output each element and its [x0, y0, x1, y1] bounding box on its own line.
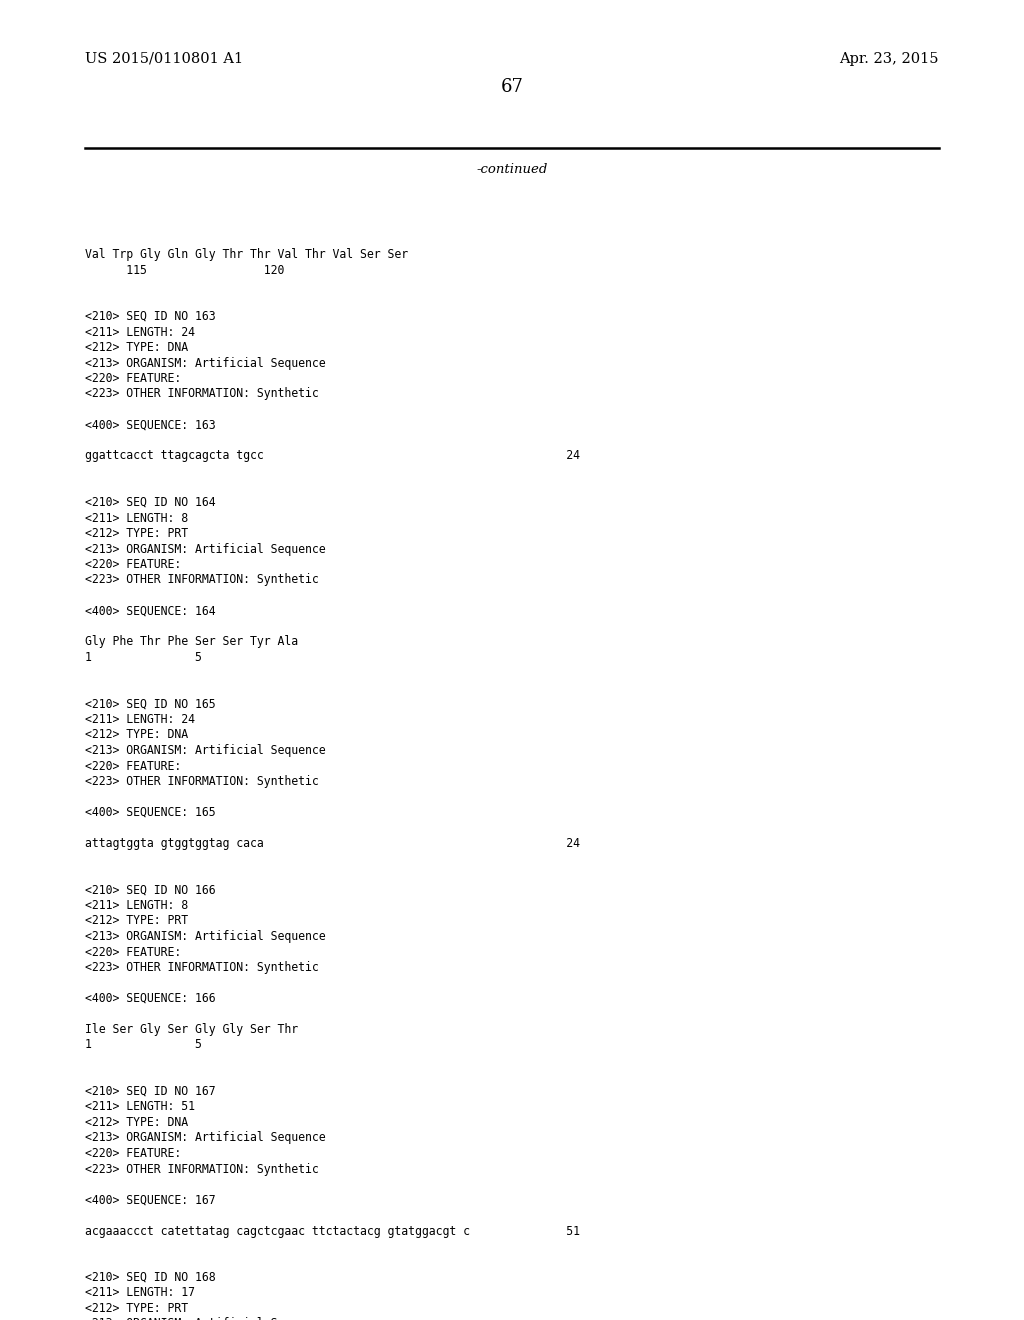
Text: Ile Ser Gly Ser Gly Gly Ser Thr: Ile Ser Gly Ser Gly Gly Ser Thr [85, 1023, 298, 1036]
Text: <210> SEQ ID NO 168: <210> SEQ ID NO 168 [85, 1271, 216, 1284]
Text: <210> SEQ ID NO 166: <210> SEQ ID NO 166 [85, 883, 216, 896]
Text: <213> ORGANISM: Artificial Sequence: <213> ORGANISM: Artificial Sequence [85, 356, 326, 370]
Text: <213> ORGANISM: Artificial Sequence: <213> ORGANISM: Artificial Sequence [85, 1131, 326, 1144]
Text: <212> TYPE: DNA: <212> TYPE: DNA [85, 341, 188, 354]
Text: <212> TYPE: PRT: <212> TYPE: PRT [85, 915, 188, 928]
Text: <220> FEATURE:: <220> FEATURE: [85, 558, 181, 572]
Text: <223> OTHER INFORMATION: Synthetic: <223> OTHER INFORMATION: Synthetic [85, 388, 318, 400]
Text: <400> SEQUENCE: 165: <400> SEQUENCE: 165 [85, 807, 216, 818]
Text: US 2015/0110801 A1: US 2015/0110801 A1 [85, 51, 243, 66]
Text: <400> SEQUENCE: 166: <400> SEQUENCE: 166 [85, 993, 216, 1005]
Text: <220> FEATURE:: <220> FEATURE: [85, 1147, 181, 1160]
Text: -continued: -continued [476, 162, 548, 176]
Text: <220> FEATURE:: <220> FEATURE: [85, 945, 181, 958]
Text: <211> LENGTH: 17: <211> LENGTH: 17 [85, 1287, 195, 1299]
Text: Gly Phe Thr Phe Ser Ser Tyr Ala: Gly Phe Thr Phe Ser Ser Tyr Ala [85, 635, 298, 648]
Text: <212> TYPE: PRT: <212> TYPE: PRT [85, 1302, 188, 1315]
Text: <210> SEQ ID NO 164: <210> SEQ ID NO 164 [85, 496, 216, 510]
Text: ggattcacct ttagcagcta tgcc                                            24: ggattcacct ttagcagcta tgcc 24 [85, 450, 580, 462]
Text: <210> SEQ ID NO 165: <210> SEQ ID NO 165 [85, 697, 216, 710]
Text: Val Trp Gly Gln Gly Thr Thr Val Thr Val Ser Ser: Val Trp Gly Gln Gly Thr Thr Val Thr Val … [85, 248, 409, 261]
Text: Apr. 23, 2015: Apr. 23, 2015 [840, 51, 939, 66]
Text: <213> ORGANISM: Artificial Sequence: <213> ORGANISM: Artificial Sequence [85, 931, 326, 942]
Text: 115                 120: 115 120 [85, 264, 285, 276]
Text: attagtggta gtggtggtag caca                                            24: attagtggta gtggtggtag caca 24 [85, 837, 580, 850]
Text: <211> LENGTH: 24: <211> LENGTH: 24 [85, 713, 195, 726]
Text: <211> LENGTH: 51: <211> LENGTH: 51 [85, 1101, 195, 1114]
Text: <213> ORGANISM: Artificial Sequence: <213> ORGANISM: Artificial Sequence [85, 744, 326, 756]
Text: <210> SEQ ID NO 167: <210> SEQ ID NO 167 [85, 1085, 216, 1098]
Text: <211> LENGTH: 24: <211> LENGTH: 24 [85, 326, 195, 338]
Text: <211> LENGTH: 8: <211> LENGTH: 8 [85, 899, 188, 912]
Text: 1               5: 1 5 [85, 1039, 202, 1052]
Text: <223> OTHER INFORMATION: Synthetic: <223> OTHER INFORMATION: Synthetic [85, 573, 318, 586]
Text: <210> SEQ ID NO 163: <210> SEQ ID NO 163 [85, 310, 216, 323]
Text: acgaaaccct catettatag cagctcgaac ttctactacg gtatggacgt c              51: acgaaaccct catettatag cagctcgaac ttctact… [85, 1225, 580, 1238]
Text: <212> TYPE: DNA: <212> TYPE: DNA [85, 1115, 188, 1129]
Text: <400> SEQUENCE: 164: <400> SEQUENCE: 164 [85, 605, 216, 618]
Text: <212> TYPE: PRT: <212> TYPE: PRT [85, 527, 188, 540]
Text: <223> OTHER INFORMATION: Synthetic: <223> OTHER INFORMATION: Synthetic [85, 775, 318, 788]
Text: <212> TYPE: DNA: <212> TYPE: DNA [85, 729, 188, 742]
Text: <220> FEATURE:: <220> FEATURE: [85, 759, 181, 772]
Text: <211> LENGTH: 8: <211> LENGTH: 8 [85, 511, 188, 524]
Text: <400> SEQUENCE: 163: <400> SEQUENCE: 163 [85, 418, 216, 432]
Text: <400> SEQUENCE: 167: <400> SEQUENCE: 167 [85, 1193, 216, 1206]
Text: <223> OTHER INFORMATION: Synthetic: <223> OTHER INFORMATION: Synthetic [85, 1163, 318, 1176]
Text: 67: 67 [501, 78, 523, 96]
Text: <223> OTHER INFORMATION: Synthetic: <223> OTHER INFORMATION: Synthetic [85, 961, 318, 974]
Text: <213> ORGANISM: Artificial Sequence: <213> ORGANISM: Artificial Sequence [85, 1317, 326, 1320]
Text: <220> FEATURE:: <220> FEATURE: [85, 372, 181, 385]
Text: <213> ORGANISM: Artificial Sequence: <213> ORGANISM: Artificial Sequence [85, 543, 326, 556]
Text: 1               5: 1 5 [85, 651, 202, 664]
